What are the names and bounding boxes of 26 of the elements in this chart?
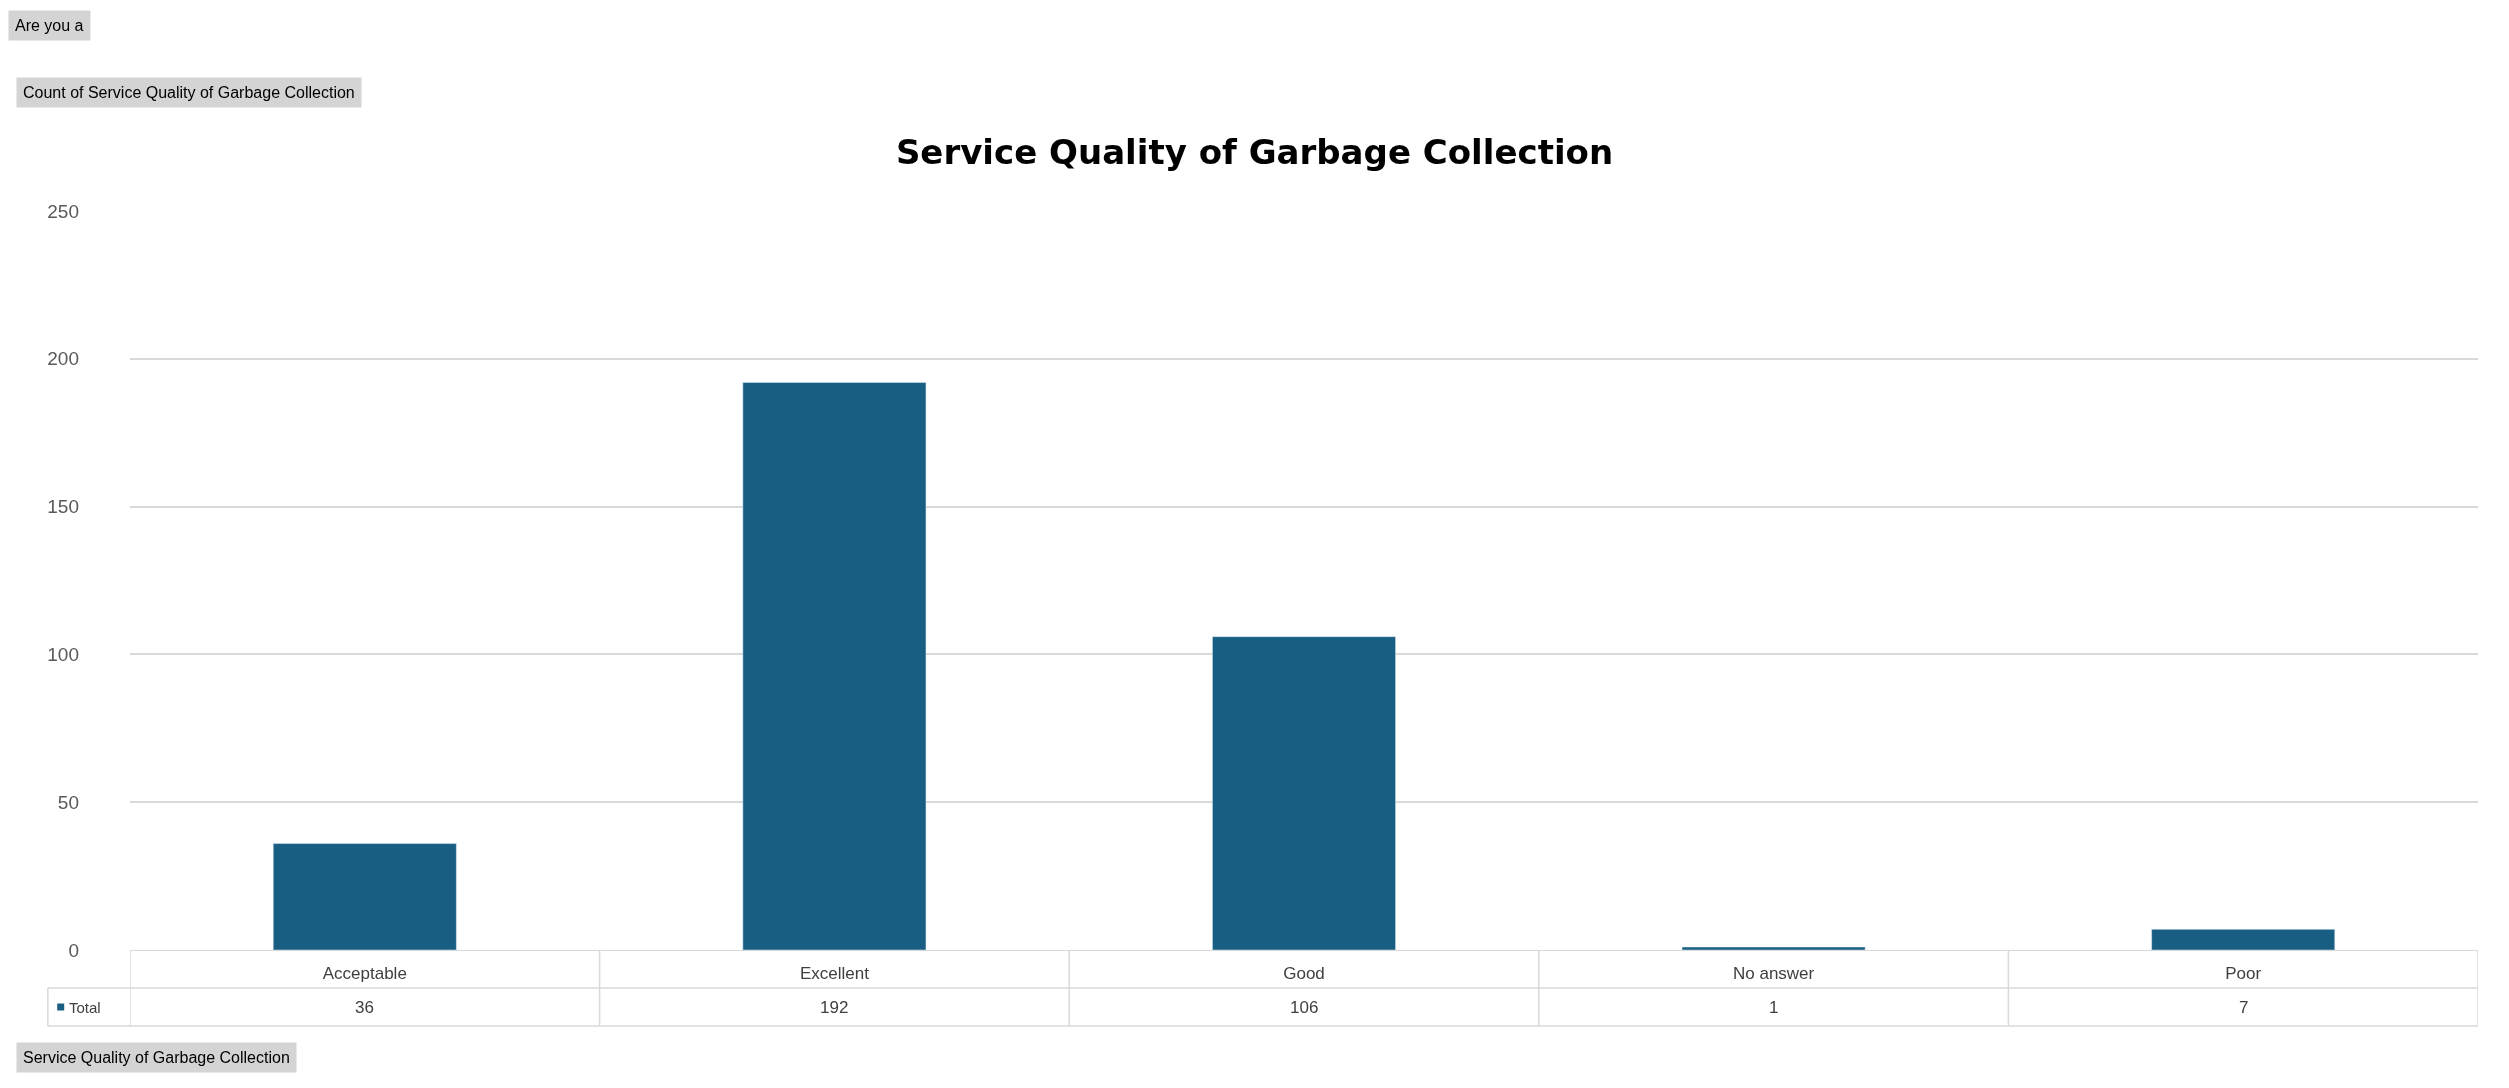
y-tick-label: 200 [47,348,79,370]
x-tick-label: Poor [2225,964,2262,984]
data-label: 106 [1290,998,1319,1017]
y-tick-label: 250 [47,200,79,222]
y-tick-label: 150 [47,496,79,518]
bar [1681,946,1866,950]
text: Are you a [15,17,84,34]
x-tick-label: No answer [1732,964,1815,984]
x-tick-label: Good [1283,964,1325,984]
bar [272,843,457,950]
data-label: 192 [820,998,849,1017]
y-tick-label: 50 [57,791,79,813]
bar [2151,929,2336,950]
legend-label: Total [69,999,101,1016]
x-tick-label: Acceptable [322,964,407,984]
data-label: 1 [1769,998,1779,1017]
text: Service Quality of Garbage Collection [23,1049,290,1066]
text: Count of Service Quality of Garbage Collection [23,84,355,101]
data-label: 36 [355,998,374,1017]
y-tick-label: 100 [47,644,79,666]
chart-title: Service Quality of Garbage Collection [895,131,1614,172]
bar [1212,636,1396,950]
x-tick-label: Excellent [799,964,870,984]
data-label: 7 [2239,998,2249,1017]
bar [742,382,927,950]
y-tick-label: 0 [68,939,79,961]
